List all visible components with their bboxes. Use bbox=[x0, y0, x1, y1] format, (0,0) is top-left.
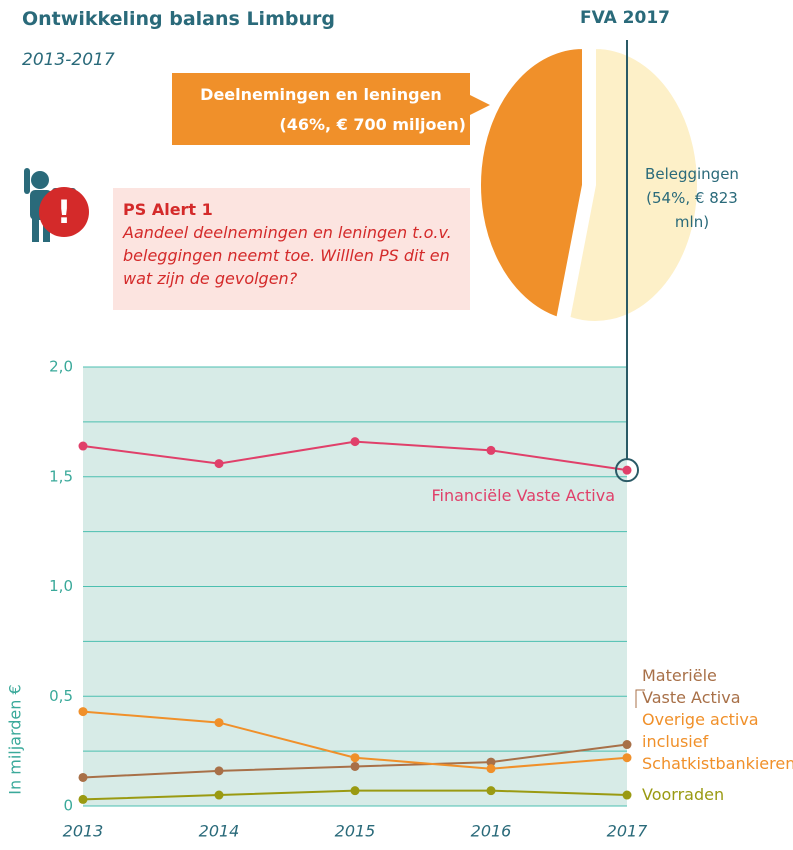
point bbox=[79, 442, 88, 451]
point bbox=[351, 437, 360, 446]
y-tick-label: 0,5 bbox=[49, 687, 73, 705]
x-tick-label: 2013 bbox=[63, 822, 104, 841]
pie-slice bbox=[480, 48, 583, 318]
y-tick-label: 1,5 bbox=[49, 467, 73, 485]
point bbox=[351, 762, 360, 771]
pie-category: Beleggingen bbox=[632, 162, 752, 186]
pie-category: Deelnemingen en leningen bbox=[176, 80, 466, 110]
page: ! 0 0,5 1,0 1,5 2,0 2013 2014 2015 2016 2017 Ontw… bbox=[0, 0, 793, 850]
alert-title: PS Alert 1 bbox=[123, 198, 468, 221]
point bbox=[487, 786, 496, 795]
point bbox=[79, 707, 88, 716]
alert: PS Alert 1 Aandeel deelnemingen en lenin… bbox=[123, 198, 468, 290]
pie-value-label: (54%, € 823 mln) bbox=[642, 186, 742, 234]
y-axis-label: In miljarden € bbox=[6, 680, 25, 800]
point bbox=[215, 718, 224, 727]
point bbox=[623, 753, 632, 762]
x-tick-label: 2014 bbox=[199, 822, 240, 841]
point bbox=[215, 459, 224, 468]
pie-label: Beleggingen (54%, € 823 mln) bbox=[632, 162, 752, 234]
point bbox=[215, 766, 224, 775]
title: Ontwikkeling balans Limburg bbox=[22, 8, 335, 30]
subtitle: 2013-2017 bbox=[22, 50, 115, 70]
series-label: Financiële Vaste Activa bbox=[360, 486, 615, 505]
point bbox=[351, 753, 360, 762]
point bbox=[623, 791, 632, 800]
point bbox=[79, 795, 88, 804]
pie-title: FVA 2017 bbox=[560, 8, 690, 28]
y-tick-label: 2,0 bbox=[49, 358, 73, 376]
x-tick-label: 2016 bbox=[471, 822, 512, 841]
pie-value-label: (46%, € 700 miljoen) bbox=[176, 110, 466, 140]
point bbox=[623, 466, 632, 475]
x-tick-label: 2015 bbox=[335, 822, 376, 841]
series-label: Overige activa inclusief Schatkistbankie… bbox=[642, 709, 792, 775]
y-tick-label: 1,0 bbox=[49, 577, 73, 595]
alert-text: Aandeel deelnemingen en leningen t.o.v. … bbox=[123, 221, 468, 290]
point bbox=[487, 446, 496, 455]
x-tick-label: 2017 bbox=[607, 822, 649, 841]
y-tick-label: 0 bbox=[63, 797, 73, 815]
point bbox=[487, 764, 496, 773]
series-label: Materiële Vaste Activa bbox=[642, 665, 762, 709]
point bbox=[351, 786, 360, 795]
callout: Deelnemingen en leningen (46%, € 700 mil… bbox=[176, 80, 466, 140]
series-label: Voorraden bbox=[642, 785, 782, 804]
alert-icon-mark: ! bbox=[57, 193, 72, 231]
point bbox=[79, 773, 88, 782]
point bbox=[215, 791, 224, 800]
point bbox=[623, 740, 632, 749]
